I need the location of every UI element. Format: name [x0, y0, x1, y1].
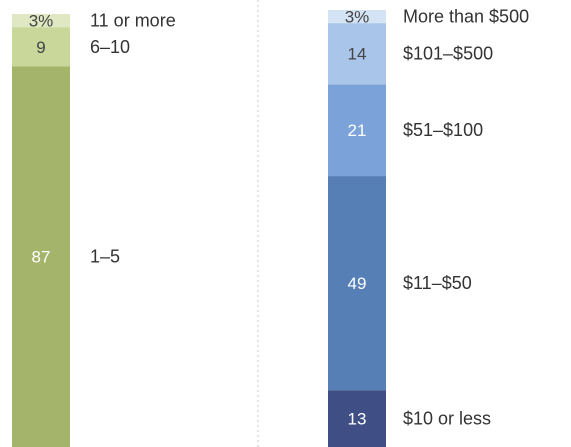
segment-category-label: 1–5 [90, 247, 120, 267]
bar-segment [328, 10, 386, 24]
bar-segment [328, 390, 386, 447]
segment-category-label: $11–$50 [403, 273, 472, 293]
bar-segment [12, 14, 70, 28]
segment-category-label: 11 or more [90, 11, 176, 31]
bar-segment [12, 27, 70, 67]
segment-value-label: 9 [36, 38, 45, 57]
segment-value-label: 3% [29, 12, 54, 31]
bar-segment [328, 84, 386, 177]
bar-segment [328, 23, 386, 85]
chart-amount-stacked-bar: 13 $10 or less 49 $11–$50 21 $51–$100 14 $101–$… [328, 7, 529, 447]
segment-category-label: 6–10 [90, 37, 130, 57]
chart-count-stacked-bar: 87 1–5 9 6–10 3% 11 or more [12, 11, 176, 447]
segment-category-label: More than $500 [403, 7, 529, 27]
segment-value-label: 21 [348, 121, 367, 140]
segment-value-label: 3% [345, 8, 370, 27]
segment-value-label: 49 [348, 274, 367, 293]
segment-category-label: $51–$100 [403, 120, 483, 140]
segment-value-label: 14 [348, 45, 367, 64]
bar-segment [328, 176, 386, 391]
segment-category-label: $101–$500 [403, 44, 493, 64]
segment-value-label: 13 [348, 410, 367, 429]
segment-category-label: $10 or less [403, 409, 491, 429]
bar-segment [12, 66, 70, 447]
segment-value-label: 87 [32, 248, 51, 267]
